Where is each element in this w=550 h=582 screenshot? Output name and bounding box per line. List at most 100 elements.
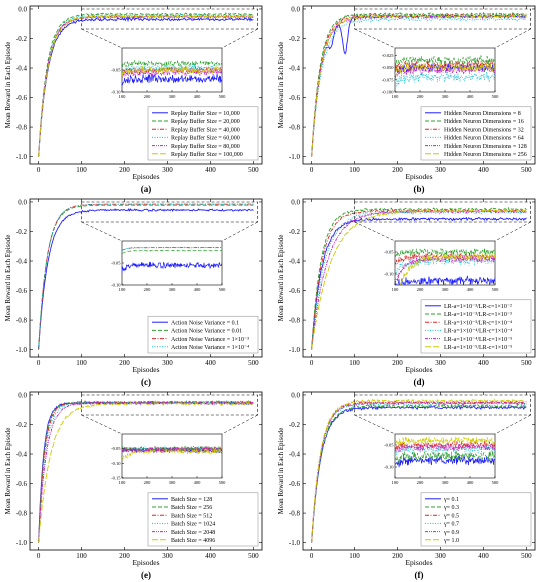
legend-box xyxy=(420,299,532,354)
series-line-6 xyxy=(311,14,527,157)
inset-series-line-4 xyxy=(122,445,222,453)
x-tick-label: 200 xyxy=(392,166,403,174)
x-tick-label: 300 xyxy=(435,359,446,367)
legend-label-1: LR-a=1×10⁻³/LR-c=1×10⁻² xyxy=(444,304,512,310)
x-tick-label: 200 xyxy=(392,359,403,367)
zoom-region-box xyxy=(354,394,532,416)
legend-label-4: Replay Buffer Size = 60,000 xyxy=(171,135,240,142)
inset-y-tick-label: -0.05 xyxy=(111,261,121,266)
x-tick-label: 500 xyxy=(521,359,532,367)
series-line-4 xyxy=(38,13,254,157)
x-tick-label: 200 xyxy=(119,166,130,174)
x-tick-label: 300 xyxy=(435,166,446,174)
x-tick-label: 400 xyxy=(205,166,216,174)
inset-axes xyxy=(121,433,223,479)
plot-frame xyxy=(302,198,536,358)
inset-y-tick-label: -0.10 xyxy=(111,283,121,288)
x-tick-label: 300 xyxy=(162,166,173,174)
y-tick-label: -0.4 xyxy=(289,451,301,459)
inset-y-tick-label: -0.100 xyxy=(382,90,394,95)
legend-label-5: Replay Buffer Size = 80,000 xyxy=(171,143,240,150)
inset-series-group xyxy=(395,54,495,87)
inset-x-tick-label: 400 xyxy=(467,287,475,292)
inset-x-tick-label: 200 xyxy=(144,480,152,485)
inset-x-tick-label: 500 xyxy=(219,480,227,485)
legend-label-4: LR-a=1×10⁻⁴/LR-c=1×10⁻⁴ xyxy=(444,329,512,335)
series-line-1 xyxy=(311,216,527,350)
y-tick-label: -0.2 xyxy=(16,35,28,43)
y-tick-label: -1.0 xyxy=(16,346,28,354)
inset-series-line-3 xyxy=(395,440,495,452)
inset-x-tick-label: 100 xyxy=(119,94,127,99)
inset-y-tick-label: -0.10 xyxy=(111,90,121,95)
inset-x-tick-label: 300 xyxy=(169,94,177,99)
chart-panel-d: Mean Reward in Each Episode 0.0 -0.2 -0.4 -0… xyxy=(277,198,536,387)
inset-y-tick-label: -0.05 xyxy=(384,250,394,255)
series-line-5 xyxy=(38,400,254,543)
y-tick-label: -0.2 xyxy=(289,35,301,43)
x-tick-label: 200 xyxy=(119,552,130,560)
legend-label-6: Batch Size = 4096 xyxy=(171,538,215,544)
inset-series-line-1 xyxy=(395,275,495,285)
series-group xyxy=(38,203,254,350)
plot-frame xyxy=(29,198,263,358)
series-line-6 xyxy=(311,209,527,350)
inset-y-tick-label: -0.15 xyxy=(111,476,121,481)
legend-box xyxy=(147,106,259,161)
inset-x-tick-label: 400 xyxy=(194,94,202,99)
x-tick-label: 500 xyxy=(248,166,259,174)
legend: γ= 0.1 γ= 0.3 γ= 0.5 γ= 0.7 γ= 0.9 γ= 1.0 xyxy=(420,492,532,547)
legend-label-3: γ= 0.5 xyxy=(443,513,459,519)
inset-y-tick-label: -0.05 xyxy=(384,443,394,448)
y-axis-label: Mean Reward in Each Episode xyxy=(277,235,285,322)
legend-label-3: Action Noise Variance = 1×10⁻³ xyxy=(171,337,249,343)
inset-series-line-6 xyxy=(400,252,495,285)
legend-label-2: Hidden Neuron Dimensions = 16 xyxy=(444,119,524,125)
y-tick-label: -0.4 xyxy=(16,258,28,266)
legend-box xyxy=(420,106,532,161)
y-tick-label: -0.6 xyxy=(16,480,28,488)
series-line-4 xyxy=(311,401,527,543)
inset-x-tick-label: 200 xyxy=(417,287,425,292)
series-group xyxy=(38,12,254,157)
inset-y-tick-label: -0.075 xyxy=(382,77,394,82)
zoom-region-box xyxy=(81,394,259,416)
x-axis-label: Episodes xyxy=(132,365,159,374)
y-tick-label: -1.0 xyxy=(289,153,301,161)
inset-y-tick-label: -0.050 xyxy=(382,65,394,70)
y-tick-label: -0.4 xyxy=(289,258,301,266)
plot-frame xyxy=(29,391,263,551)
inset-series-line-6 xyxy=(122,65,222,78)
zoom-connector-right xyxy=(494,221,531,242)
panel-label: (f) xyxy=(415,570,424,580)
y-tick-label: 0.0 xyxy=(291,391,300,399)
series-group xyxy=(311,206,527,350)
x-tick-label: 200 xyxy=(392,552,403,560)
y-tick-label: 0.0 xyxy=(18,198,27,206)
legend-label-2: Batch Size = 256 xyxy=(171,505,212,511)
inset-series-group xyxy=(395,436,495,468)
legend-box xyxy=(420,492,532,547)
inset-y-tick-label: -0.10 xyxy=(111,461,121,466)
chart-panel-a: Mean Reward in Each Episode 0.0 -0.2 -0.4 -0… xyxy=(4,5,263,194)
series-line-4 xyxy=(311,16,527,157)
x-axis-label: Episodes xyxy=(132,172,159,181)
x-tick-label: 400 xyxy=(478,359,489,367)
x-tick-label: 400 xyxy=(205,359,216,367)
legend-label-3: Hidden Neuron Dimensions = 32 xyxy=(444,127,524,133)
legend-label-5: Batch Size = 2048 xyxy=(171,530,215,536)
series-line-5 xyxy=(311,400,527,543)
legend-label-3: Batch Size = 512 xyxy=(171,513,212,519)
inset-series-line-5 xyxy=(395,443,495,452)
inset-series-line-5 xyxy=(395,254,495,284)
inset-x-tick-label: 500 xyxy=(219,287,227,292)
panel-label: (e) xyxy=(141,570,151,580)
plot-frame xyxy=(302,5,536,165)
y-tick-label: -0.2 xyxy=(289,228,301,236)
legend-label-1: Batch Size = 128 xyxy=(171,497,212,503)
legend-label-5: γ= 0.9 xyxy=(443,530,459,536)
inset-series-line-6 xyxy=(395,436,495,447)
x-tick-label: 0 xyxy=(310,552,314,560)
legend-label-1: Hidden Neuron Dimensions = 8 xyxy=(444,111,521,117)
inset-series-line-3 xyxy=(122,65,222,76)
